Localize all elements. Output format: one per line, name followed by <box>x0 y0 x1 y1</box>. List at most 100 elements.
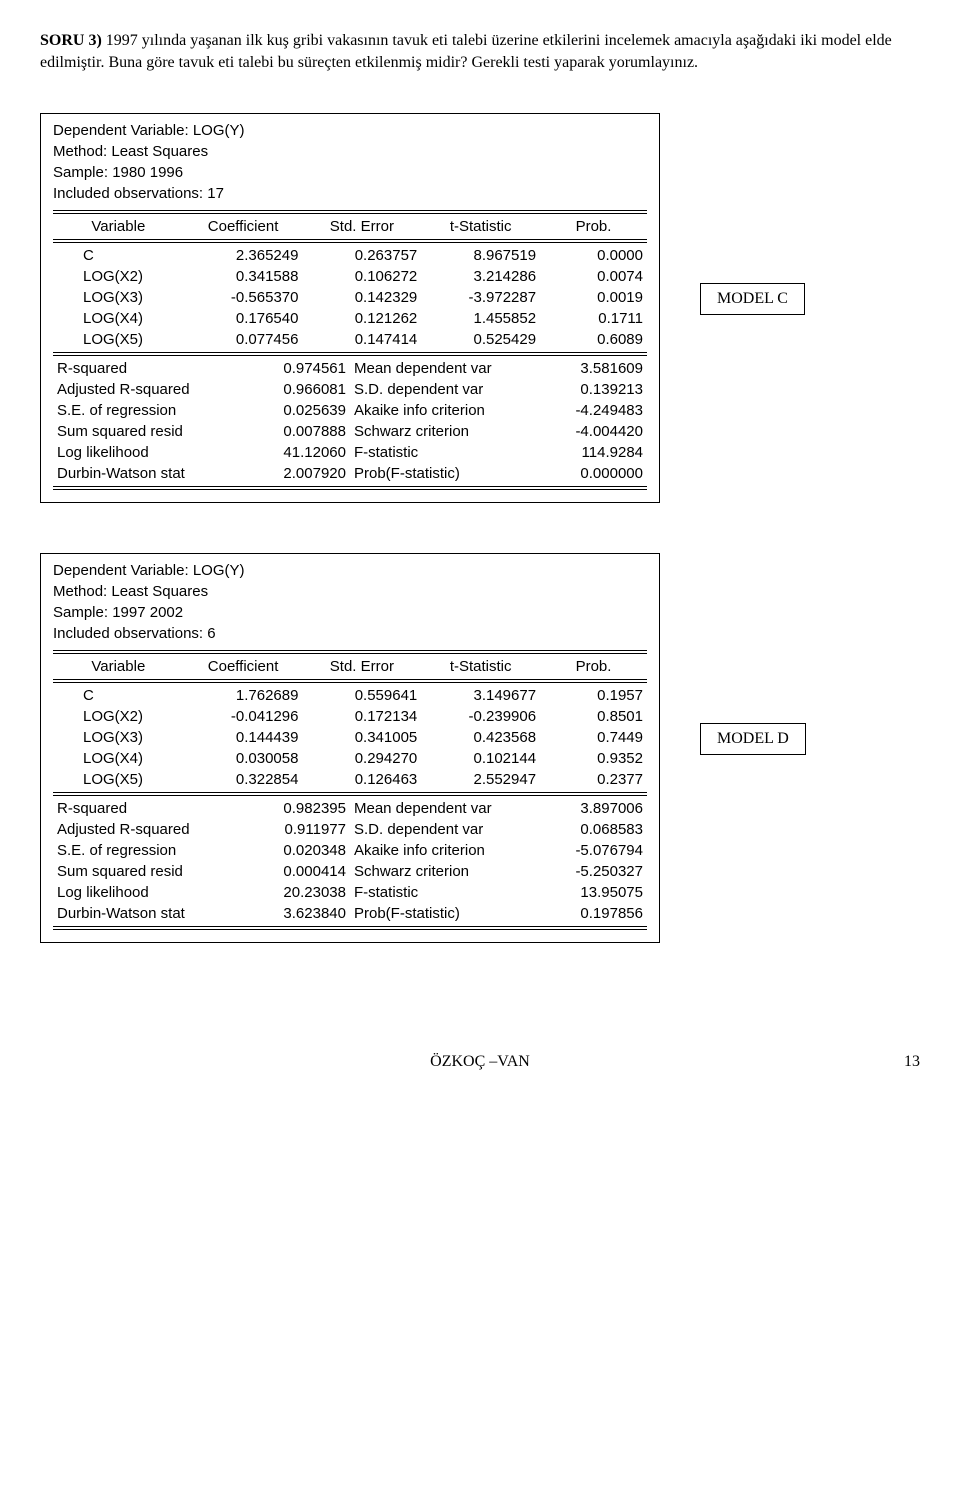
table-row: LOG(X4) 0.030058 0.294270 0.102144 0.935… <box>53 748 647 769</box>
sum-l1: Durbin-Watson stat <box>53 463 243 484</box>
depvar-line: Dependent Variable: LOG(Y) <box>53 120 647 141</box>
sum-l1: S.E. of regression <box>53 840 243 861</box>
sample-line: Sample: 1997 2002 <box>53 602 647 623</box>
rule <box>53 926 647 930</box>
sum-v1: 0.911977 <box>243 819 350 840</box>
col-coef: Coefficient <box>184 656 303 677</box>
cell-p: 0.0000 <box>540 245 647 266</box>
cell-p: 0.6089 <box>540 329 647 350</box>
sum-v2: -5.076794 <box>540 840 647 861</box>
model-c-label: MODEL C <box>700 283 805 315</box>
sum-v2: 3.581609 <box>540 358 647 379</box>
col-variable: Variable <box>53 216 184 237</box>
sum-l2: Akaike info criterion <box>350 840 540 861</box>
footer-center: ÖZKOÇ –VAN <box>430 1053 530 1070</box>
included-line: Included observations: 17 <box>53 183 647 204</box>
sum-l1: Log likelihood <box>53 442 243 463</box>
table-row: LOG(X3) 0.144439 0.341005 0.423568 0.744… <box>53 727 647 748</box>
cell-var: LOG(X5) <box>53 329 184 350</box>
cell-se: 0.106272 <box>302 266 421 287</box>
sum-l2: Schwarz criterion <box>350 421 540 442</box>
sum-l2: S.D. dependent var <box>350 819 540 840</box>
cell-p: 0.1957 <box>540 685 647 706</box>
model-d-block: Dependent Variable: LOG(Y) Method: Least… <box>40 553 660 943</box>
col-prob: Prob. <box>540 216 647 237</box>
table-row: Adjusted R-squared 0.911977 S.D. depende… <box>53 819 647 840</box>
model-c-row: Dependent Variable: LOG(Y) Method: Least… <box>40 113 920 553</box>
sum-v2: 114.9284 <box>540 442 647 463</box>
table-row: S.E. of regression 0.025639 Akaike info … <box>53 400 647 421</box>
col-variable: Variable <box>53 656 184 677</box>
cell-p: 0.8501 <box>540 706 647 727</box>
cell-p: 0.0074 <box>540 266 647 287</box>
cell-t: 2.552947 <box>421 769 540 790</box>
model-c-block: Dependent Variable: LOG(Y) Method: Least… <box>40 113 660 503</box>
sum-l2: Mean dependent var <box>350 798 540 819</box>
model-d-label: MODEL D <box>700 723 806 755</box>
page-footer: ÖZKOÇ –VAN 13 <box>40 1053 920 1071</box>
cell-var: LOG(X2) <box>53 266 184 287</box>
cell-var: C <box>53 245 184 266</box>
question-body: 1997 yılında yaşanan ilk kuş gribi vakas… <box>40 32 892 71</box>
cell-se: 0.263757 <box>302 245 421 266</box>
col-coef: Coefficient <box>184 216 303 237</box>
cell-coef: 1.762689 <box>184 685 303 706</box>
sum-l1: R-squared <box>53 358 243 379</box>
cell-t: 3.214286 <box>421 266 540 287</box>
table-row: Log likelihood 20.23038 F-statistic 13.9… <box>53 882 647 903</box>
coef-table-body: C 1.762689 0.559641 3.149677 0.1957 LOG(… <box>53 685 647 790</box>
sum-l2: Akaike info criterion <box>350 400 540 421</box>
sum-v2: -4.004420 <box>540 421 647 442</box>
sum-v1: 0.025639 <box>243 400 350 421</box>
cell-se: 0.294270 <box>302 748 421 769</box>
sum-v1: 0.007888 <box>243 421 350 442</box>
cell-t: 3.149677 <box>421 685 540 706</box>
cell-t: 0.102144 <box>421 748 540 769</box>
sum-v1: 2.007920 <box>243 463 350 484</box>
sum-l1: S.E. of regression <box>53 400 243 421</box>
coef-table-header: Variable Coefficient Std. Error t-Statis… <box>53 216 647 237</box>
coef-table-header: Variable Coefficient Std. Error t-Statis… <box>53 656 647 677</box>
sum-l2: Prob(F-statistic) <box>350 903 540 924</box>
rule <box>53 210 647 214</box>
cell-se: 0.126463 <box>302 769 421 790</box>
sum-l2: Schwarz criterion <box>350 861 540 882</box>
summary-table: R-squared 0.982395 Mean dependent var 3.… <box>53 798 647 924</box>
table-row: LOG(X2) 0.341588 0.106272 3.214286 0.007… <box>53 266 647 287</box>
cell-coef: 0.144439 <box>184 727 303 748</box>
table-row: S.E. of regression 0.020348 Akaike info … <box>53 840 647 861</box>
cell-coef: 2.365249 <box>184 245 303 266</box>
table-row: R-squared 0.974561 Mean dependent var 3.… <box>53 358 647 379</box>
cell-se: 0.147414 <box>302 329 421 350</box>
question-paragraph: SORU 3) 1997 yılında yaşanan ilk kuş gri… <box>40 30 920 73</box>
table-row: R-squared 0.982395 Mean dependent var 3.… <box>53 798 647 819</box>
sum-l1: Sum squared resid <box>53 861 243 882</box>
cell-p: 0.2377 <box>540 769 647 790</box>
cell-var: C <box>53 685 184 706</box>
model-d-header: Dependent Variable: LOG(Y) Method: Least… <box>53 560 647 648</box>
sum-l2: F-statistic <box>350 882 540 903</box>
sum-l2: Prob(F-statistic) <box>350 463 540 484</box>
col-se: Std. Error <box>302 656 421 677</box>
table-row: C 1.762689 0.559641 3.149677 0.1957 <box>53 685 647 706</box>
sum-v1: 0.966081 <box>243 379 350 400</box>
cell-t: -3.972287 <box>421 287 540 308</box>
sum-v1: 3.623840 <box>243 903 350 924</box>
cell-var: LOG(X4) <box>53 308 184 329</box>
sum-l1: Durbin-Watson stat <box>53 903 243 924</box>
cell-t: 8.967519 <box>421 245 540 266</box>
depvar-line: Dependent Variable: LOG(Y) <box>53 560 647 581</box>
table-row: Sum squared resid 0.000414 Schwarz crite… <box>53 861 647 882</box>
table-row: Adjusted R-squared 0.966081 S.D. depende… <box>53 379 647 400</box>
cell-t: 0.423568 <box>421 727 540 748</box>
rule <box>53 792 647 796</box>
table-row: Durbin-Watson stat 3.623840 Prob(F-stati… <box>53 903 647 924</box>
sum-v2: -5.250327 <box>540 861 647 882</box>
cell-var: LOG(X5) <box>53 769 184 790</box>
sum-l1: Adjusted R-squared <box>53 379 243 400</box>
cell-p: 0.7449 <box>540 727 647 748</box>
cell-se: 0.142329 <box>302 287 421 308</box>
sum-v1: 0.974561 <box>243 358 350 379</box>
table-row: Durbin-Watson stat 2.007920 Prob(F-stati… <box>53 463 647 484</box>
sample-line: Sample: 1980 1996 <box>53 162 647 183</box>
